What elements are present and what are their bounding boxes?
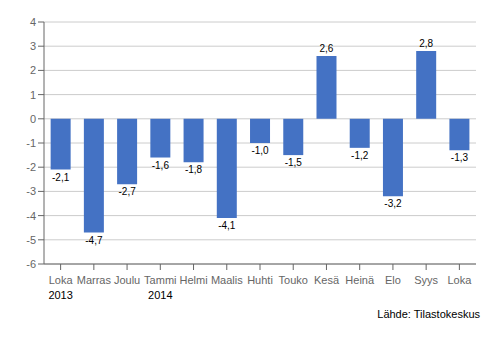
svg-text:-2,1: -2,1 (52, 172, 70, 183)
html-text:Lähde: Tilastokeskus: Lähde: Tilastokeskus (377, 308, 480, 320)
svg-text:2014: 2014 (148, 289, 172, 301)
svg-text:-1,8: -1,8 (185, 164, 203, 175)
svg-text:Touko: Touko (279, 274, 308, 286)
svg-text:4: 4 (30, 16, 36, 28)
svg-text:2,6: 2,6 (320, 43, 334, 54)
svg-text:3: 3 (30, 40, 36, 52)
svg-text:2013: 2013 (48, 289, 72, 301)
svg-text:Marras: Marras (77, 274, 112, 286)
svg-text:-1: -1 (26, 137, 36, 149)
svg-text:Loka: Loka (49, 274, 74, 286)
svg-text:Loka: Loka (447, 274, 472, 286)
svg-text:-2: -2 (26, 161, 36, 173)
svg-text:-4,7: -4,7 (85, 235, 103, 246)
svg-text:-3,2: -3,2 (384, 198, 402, 209)
svg-text:-6: -6 (26, 258, 36, 270)
svg-text:2: 2 (30, 64, 36, 76)
svg-text:Kesä: Kesä (314, 274, 340, 286)
svg-text:Helmi: Helmi (179, 274, 207, 286)
svg-text:Heinä: Heinä (345, 274, 375, 286)
svg-text:-5: -5 (26, 234, 36, 246)
svg-text:Syys: Syys (414, 274, 438, 286)
svg-text:2,8: 2,8 (419, 38, 433, 49)
svg-text:-1,6: -1,6 (152, 160, 170, 171)
svg-text:-1,0: -1,0 (251, 145, 269, 156)
svg-text:-1,2: -1,2 (351, 150, 369, 161)
svg-text:Maalis: Maalis (211, 274, 243, 286)
svg-text:Huhti: Huhti (247, 274, 273, 286)
svg-text:-1,5: -1,5 (285, 157, 303, 168)
svg-text:-4: -4 (26, 210, 36, 222)
svg-text:Elo: Elo (385, 274, 401, 286)
svg-text:-4,1: -4,1 (218, 220, 236, 231)
svg-text:Joulu: Joulu (114, 274, 140, 286)
svg-text:Tammi: Tammi (144, 274, 176, 286)
svg-text:-1,3: -1,3 (451, 152, 469, 163)
svg-text:0: 0 (30, 113, 36, 125)
svg-text:-2,7: -2,7 (118, 186, 136, 197)
svg-text:-3: -3 (26, 185, 36, 197)
svg-text:1: 1 (30, 89, 36, 101)
